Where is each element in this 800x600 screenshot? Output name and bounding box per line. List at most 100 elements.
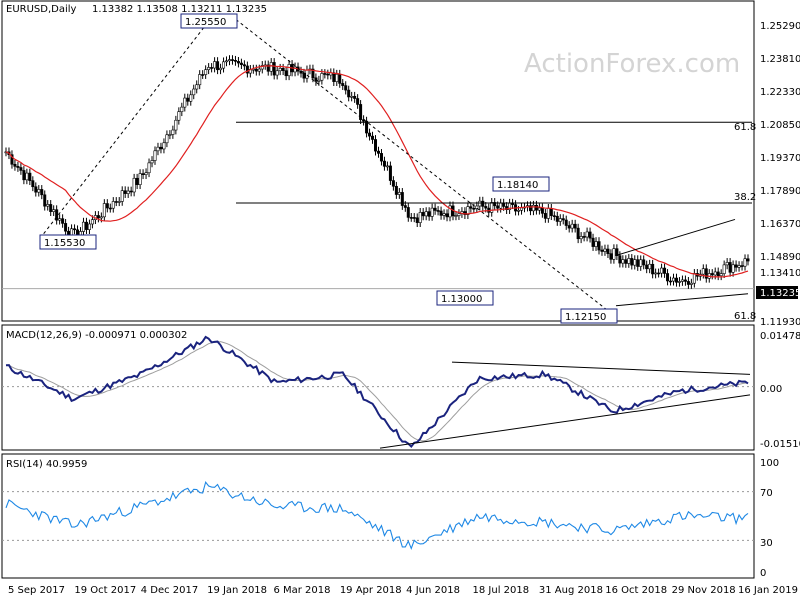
x-tick-label: 4 Dec 2017 xyxy=(141,585,199,596)
price-bar-body xyxy=(233,60,237,62)
dashed-trendline xyxy=(39,19,211,239)
price-bar-body xyxy=(737,265,741,268)
rsi-panel-frame xyxy=(1,453,755,579)
price-bar-body xyxy=(406,207,410,218)
price-bar-body xyxy=(159,146,163,150)
price-bar-body xyxy=(22,170,26,181)
price-bar-body xyxy=(359,104,363,120)
svg-text:1.12150: 1.12150 xyxy=(565,312,606,323)
price-bar-body xyxy=(213,61,217,69)
y-tick: 1.13410 xyxy=(760,268,800,279)
price-bar-body xyxy=(612,248,616,260)
price-bar-body xyxy=(338,73,342,84)
price-bar-body xyxy=(552,215,556,217)
price-bar-body xyxy=(28,172,32,181)
ohlc-label: 1.13382 1.13508 1.13211 1.13235 xyxy=(92,4,267,15)
price-bar-body xyxy=(64,223,68,232)
price-bar-body xyxy=(579,236,583,240)
price-bar-body xyxy=(484,206,488,209)
price-bar-body xyxy=(242,64,246,67)
overlay-lines xyxy=(5,19,752,313)
y-tick: 1.22330 xyxy=(760,87,800,98)
price-bar-body xyxy=(531,204,535,212)
price-bar-body xyxy=(621,259,625,264)
callout-low-aug: 1.13000 xyxy=(436,290,494,306)
main-y-axis: 1.25290 1.23810 1.22330 1.20850 1.19370 … xyxy=(760,21,800,328)
price-bar-body xyxy=(481,200,485,207)
x-tick-label: 19 Apr 2018 xyxy=(340,585,402,596)
price-bar-body xyxy=(129,190,133,193)
price-bar-body xyxy=(135,177,139,185)
price-bar-body xyxy=(207,67,211,71)
x-tick-label: 16 Jan 2019 xyxy=(738,585,798,596)
price-bar-body xyxy=(591,237,595,247)
price-bar-body xyxy=(371,135,375,140)
price-bar-body xyxy=(713,271,717,276)
price-bar-body xyxy=(648,263,652,270)
price-bar-body xyxy=(379,153,383,162)
symbol-label: EURUSD,Daily xyxy=(6,4,77,15)
price-bar-body xyxy=(674,277,678,283)
svg-text:1.13000: 1.13000 xyxy=(441,294,482,305)
price-bar-body xyxy=(412,217,416,219)
price-bar-body xyxy=(341,83,345,86)
price-bar-body xyxy=(266,64,270,72)
price-bar-body xyxy=(636,259,640,267)
x-tick-label: 5 Sep 2017 xyxy=(8,585,65,596)
price-bar-body xyxy=(320,73,324,81)
price-bar-body xyxy=(254,68,258,72)
price-bar-body xyxy=(138,173,142,185)
price-bar-body xyxy=(123,190,127,194)
price-bar-body xyxy=(96,215,100,219)
price-bar-body xyxy=(618,255,622,264)
price-bar-body xyxy=(710,273,714,276)
callout-high-sep: 1.18140 xyxy=(492,176,550,192)
price-bar-body xyxy=(335,73,339,82)
price-bar-body xyxy=(165,134,169,144)
price-bar-body xyxy=(269,62,273,72)
callout-low-nov: 1.15530 xyxy=(39,234,97,250)
price-bar-body xyxy=(281,67,285,71)
price-bar-body xyxy=(374,139,378,152)
price-bar-body xyxy=(534,204,538,211)
y-tick: 1.19370 xyxy=(760,153,800,164)
x-tick-label: 18 Jul 2018 xyxy=(473,585,530,596)
macd-panel-frame xyxy=(1,324,755,451)
price-bar-body xyxy=(457,213,461,216)
price-bar-body xyxy=(347,89,351,98)
price-bar-body xyxy=(201,74,205,76)
main-panel-frame xyxy=(1,0,755,322)
price-bar-body xyxy=(543,213,547,219)
price-bar-body xyxy=(192,88,196,96)
price-bar-body xyxy=(105,203,109,209)
macd-signal-line xyxy=(5,341,749,442)
y-tick: 1.11930 xyxy=(760,317,800,328)
price-bars xyxy=(4,55,750,289)
price-bar-body xyxy=(204,69,208,75)
price-bar-body xyxy=(222,61,226,69)
x-axis: 5 Sep 2017 19 Oct 2017 4 Dec 2017 19 Jan 20… xyxy=(8,585,798,596)
price-bar-body xyxy=(400,192,404,206)
channel-upper xyxy=(615,218,736,256)
macd-trendline xyxy=(379,394,751,449)
price-bar-body xyxy=(454,215,458,217)
price-bar-body xyxy=(433,207,437,211)
price-bar-body xyxy=(174,119,178,131)
price-bar-body xyxy=(415,217,419,223)
channel-lower xyxy=(615,293,749,307)
price-bar-body xyxy=(272,62,276,76)
price-bar-body xyxy=(126,190,130,194)
price-bar-body xyxy=(227,59,231,62)
price-bar-body xyxy=(198,74,202,86)
price-bar-body xyxy=(680,279,684,282)
price-bar-body xyxy=(153,150,157,161)
price-bar-body xyxy=(177,111,181,121)
price-bar-body xyxy=(350,95,354,98)
y-tick: -0.015107 xyxy=(760,439,800,450)
price-bar-body xyxy=(168,134,172,136)
price-bar-body xyxy=(84,221,88,230)
price-bar-body xyxy=(692,273,696,284)
macd-lines xyxy=(5,335,751,449)
y-tick: 1.23810 xyxy=(760,54,800,65)
price-bar-body xyxy=(25,172,29,181)
